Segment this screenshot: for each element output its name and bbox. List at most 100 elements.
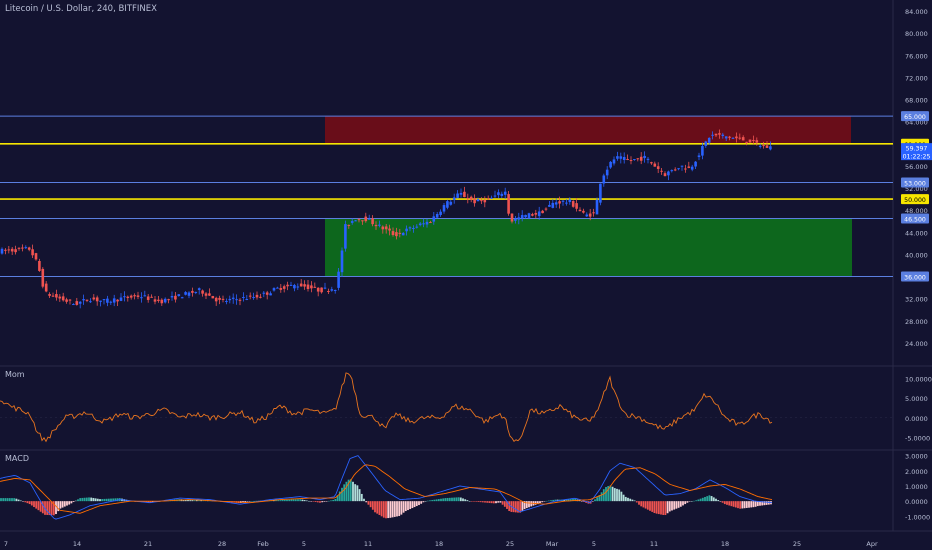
level-tag-53.000 <box>901 177 929 188</box>
candle-body <box>140 297 143 299</box>
time-tick-label: 28 <box>218 540 226 548</box>
macd-histogram-bar <box>479 501 482 503</box>
candle-body <box>585 214 589 217</box>
candle-body <box>106 298 109 303</box>
candle-body <box>769 146 772 150</box>
macd-histogram-bar <box>191 500 194 502</box>
price-tick-label: 80.000 <box>905 30 928 38</box>
macd-histogram-bar <box>446 497 449 502</box>
macd-histogram-bar <box>701 497 704 502</box>
candle-body <box>347 224 351 226</box>
candle-body <box>371 218 374 225</box>
macd-histogram-bar <box>622 494 625 502</box>
macd-histogram-bar <box>6 498 9 502</box>
candle-body <box>55 294 58 298</box>
candle-body <box>687 166 691 168</box>
candle-body <box>262 292 266 294</box>
macd-histogram-bar <box>96 498 99 502</box>
candle-body <box>500 193 504 196</box>
candle-body <box>643 155 646 159</box>
candle-body <box>558 201 561 204</box>
momentum-tick-label: 0.0000 <box>905 415 928 423</box>
candle-body <box>191 290 194 293</box>
candle-body <box>633 159 636 161</box>
macd-histogram-bar <box>72 501 75 503</box>
macd-histogram-bar <box>22 501 24 502</box>
macd-histogram-bar <box>574 498 577 502</box>
price-tick-label: 52.000 <box>905 185 928 193</box>
macd-histogram-bar <box>708 495 711 502</box>
macd-histogram-bar <box>283 499 286 502</box>
candle-body <box>350 221 354 223</box>
macd-histogram-bar <box>250 501 253 502</box>
candle-body <box>469 196 473 200</box>
candle-body <box>391 231 395 235</box>
macd-histogram-bar <box>759 501 761 506</box>
candle-body <box>704 141 708 146</box>
resistance-zone <box>325 116 851 144</box>
price-tick-label: 68.000 <box>905 97 928 105</box>
macd-histogram-bar <box>583 501 585 503</box>
macd-histogram-bar <box>536 501 539 504</box>
macd-histogram-bar <box>145 501 148 503</box>
macd-histogram-bar <box>288 499 291 502</box>
macd-histogram-bar <box>668 501 671 512</box>
candle-body <box>609 161 612 168</box>
macd-histogram-bar <box>380 501 383 517</box>
candle-body <box>133 295 136 297</box>
macd-histogram-bar <box>543 501 546 502</box>
level-tag-46.500 <box>901 213 929 224</box>
candle-body <box>265 292 269 295</box>
candle-body <box>272 288 276 291</box>
macd-histogram-bar <box>475 501 478 502</box>
macd-histogram-bar <box>420 501 423 504</box>
candle-body <box>622 157 626 160</box>
candle-body <box>446 201 449 208</box>
macd-histogram-bar <box>512 501 515 513</box>
macd-histogram-bar <box>728 501 731 506</box>
last-price-text: 59.397 <box>906 146 928 153</box>
macd-histogram-bar <box>525 501 528 509</box>
candle-body <box>456 193 459 198</box>
macd-histogram-bar <box>15 498 18 502</box>
macd-histogram-bar <box>756 501 759 507</box>
macd-histogram-bar <box>627 497 629 502</box>
macd-histogram-bar <box>374 501 376 513</box>
level-tag-text: 50.000 <box>904 197 926 204</box>
macd-histogram-bar <box>660 501 662 515</box>
candle-body <box>27 247 31 250</box>
macd-histogram-bar <box>752 501 755 508</box>
macd-histogram-bar <box>184 499 187 502</box>
candle-body <box>388 228 391 231</box>
macd-histogram-bar <box>334 498 337 502</box>
macd-histogram-bar <box>455 497 458 502</box>
macd-histogram-bar <box>671 501 673 511</box>
candle-body <box>503 191 507 195</box>
macd-histogram-bar <box>519 501 522 513</box>
macd-histogram-bar <box>552 499 555 502</box>
candle-body <box>310 285 313 289</box>
candle-body <box>85 299 89 301</box>
macd-histogram-bar <box>523 501 526 510</box>
macd-histogram-bar <box>79 498 82 502</box>
macd-histogram-bar <box>473 501 475 502</box>
candle-body <box>660 170 663 172</box>
macd-histogram-bar <box>17 499 20 502</box>
macd-histogram-bar <box>90 497 93 502</box>
macd-histogram-bar <box>114 498 117 502</box>
macd-histogram-bar <box>94 498 97 502</box>
macd-histogram-bar <box>767 501 770 505</box>
candle-body <box>330 289 334 291</box>
macd-histogram-bar <box>193 500 196 502</box>
candle-body <box>531 214 534 216</box>
candle-body <box>697 155 701 158</box>
macd-histogram-bar <box>673 501 676 510</box>
candle-body <box>728 136 731 138</box>
macd-histogram-bar <box>391 501 394 518</box>
candle-body <box>575 203 578 209</box>
macd-histogram-bar <box>63 501 66 507</box>
macd-histogram-bar <box>600 492 603 502</box>
price-tick-label: 48.000 <box>905 207 928 215</box>
macd-histogram-bar <box>242 501 244 503</box>
price-tick-label: 28.000 <box>905 318 928 326</box>
